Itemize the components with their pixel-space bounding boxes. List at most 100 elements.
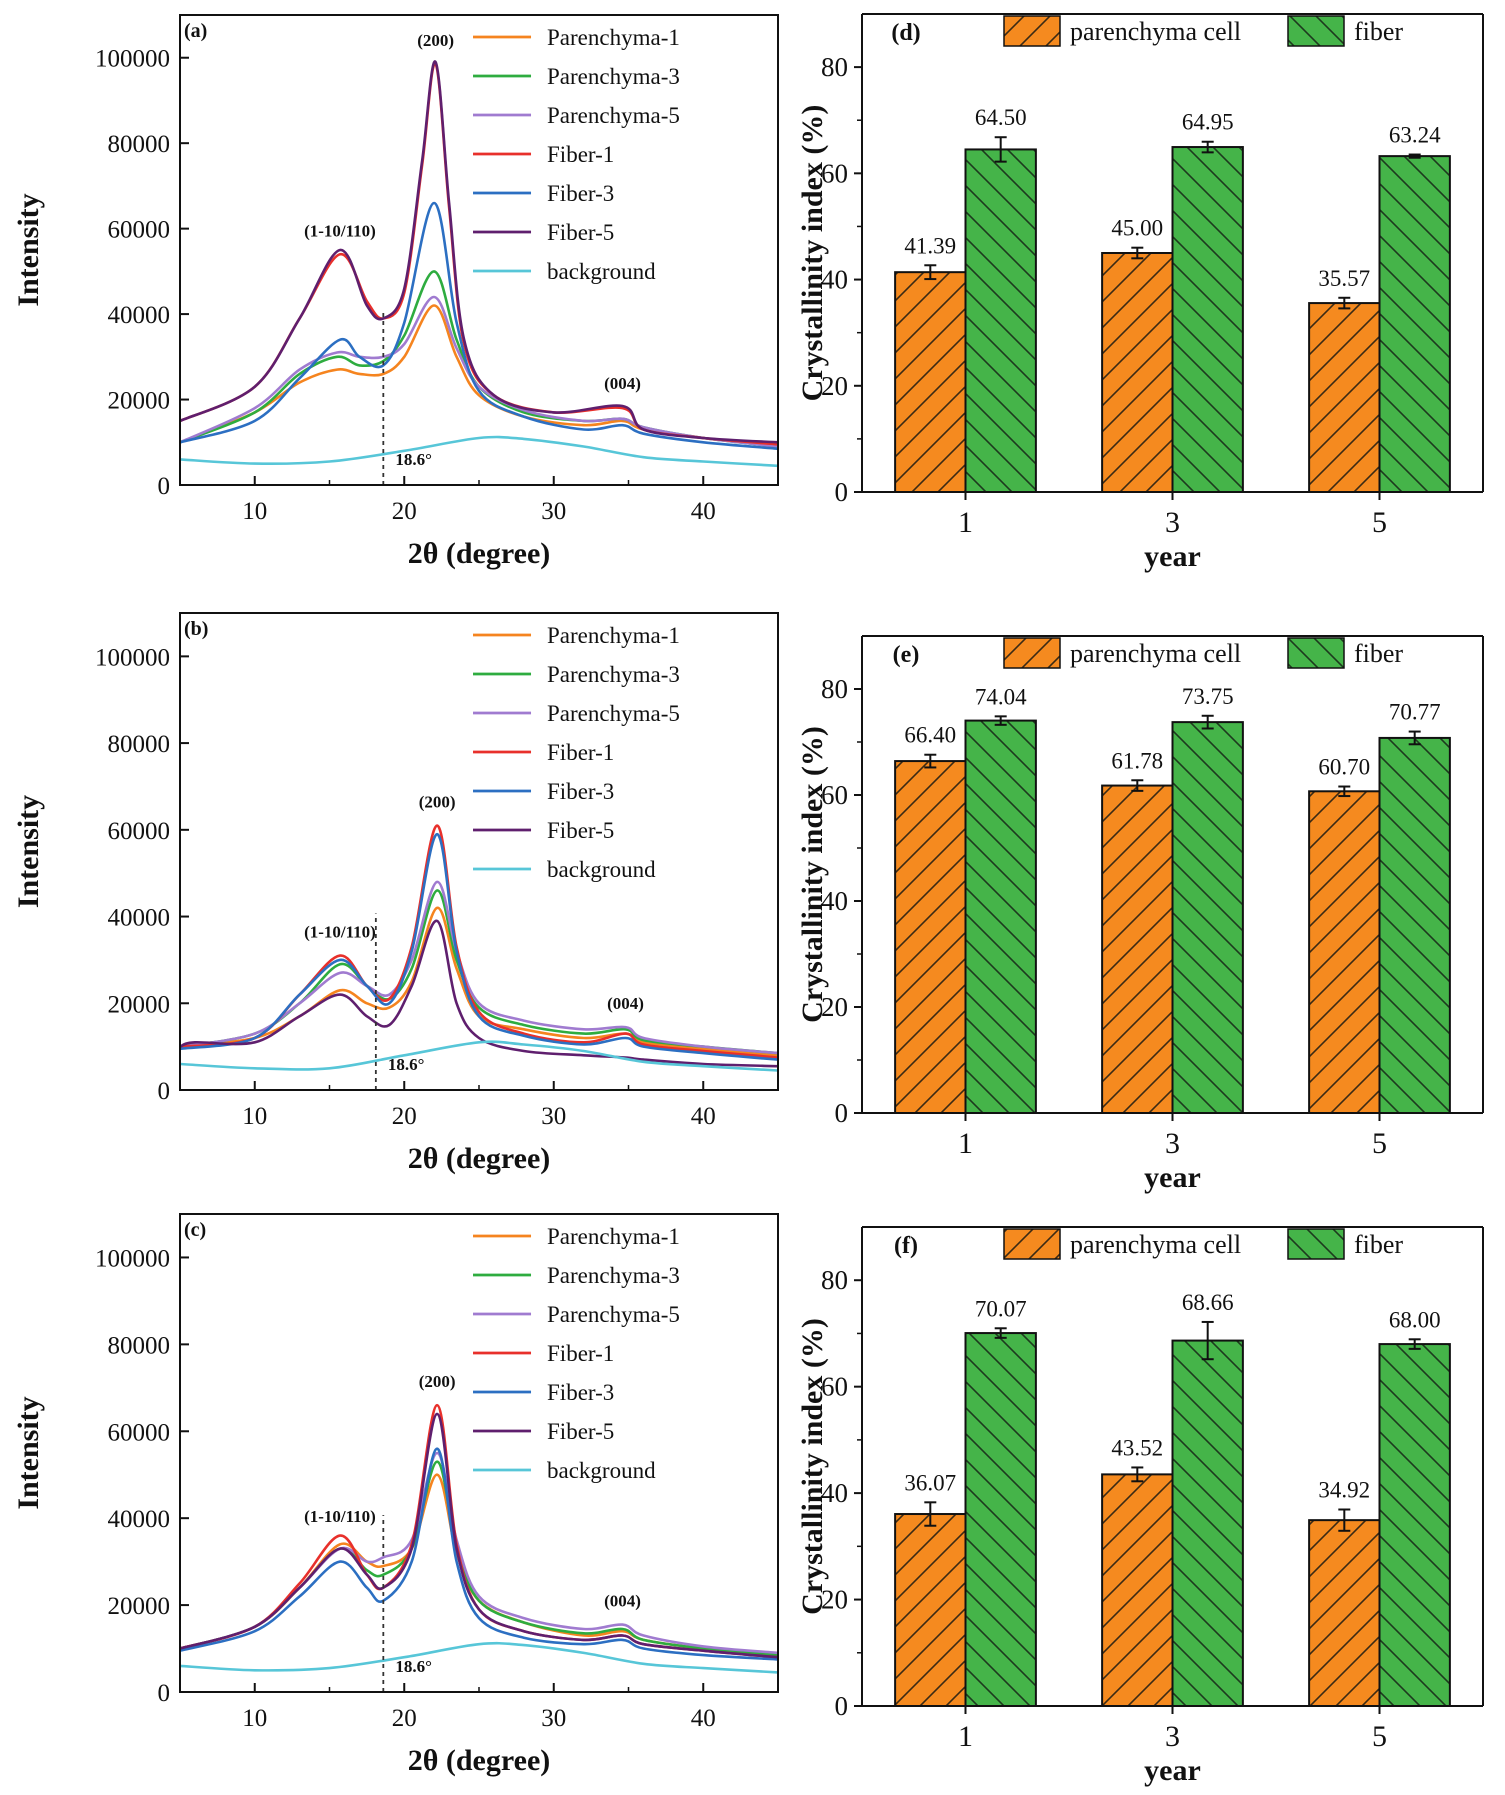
- peak-label: (1-10/110): [304, 1507, 376, 1526]
- y-axis-title: Crystallinity index (%): [796, 726, 829, 1023]
- legend: Parenchyma-1 Parenchyma-3 Parenchyma-5 Fibe…: [473, 1224, 680, 1483]
- series-line-background: [180, 435, 778, 468]
- peak-label: (004): [607, 994, 644, 1013]
- series-line-fiber-5: [180, 919, 778, 1068]
- y-tick-label: 20000: [108, 388, 171, 415]
- legend: Parenchyma-1 Parenchyma-3 Parenchyma-5 Fibe…: [473, 623, 680, 882]
- x-tick-label: 20: [392, 1103, 417, 1130]
- fiber-bar: [1171, 721, 1244, 1114]
- x-tick-label: 10: [242, 498, 267, 525]
- y-axis-title: Intensity: [12, 795, 45, 908]
- y-tick-label: 60000: [108, 217, 171, 244]
- legend-label: Parenchyma-1: [547, 1224, 680, 1249]
- fiber-bar: [1378, 736, 1451, 1114]
- y-tick-label: 0: [835, 477, 849, 507]
- panel-label: (c): [184, 1219, 206, 1241]
- series-line-parenchyma-3: [180, 270, 778, 448]
- peak-label: (1-10/110): [304, 923, 376, 942]
- x-axis-title: 2θ (degree): [408, 537, 551, 570]
- x-tick-label: 3: [1165, 1127, 1180, 1160]
- peak-label: (004): [604, 374, 641, 393]
- y-tick-label: 60: [821, 1372, 848, 1402]
- y-tick-label: 40000: [108, 1506, 171, 1533]
- value-label: 68.66: [1182, 1290, 1234, 1315]
- series-group: [180, 1403, 778, 1674]
- y-tick-label: 20: [821, 371, 848, 401]
- y-tick-label: 100000: [95, 1245, 170, 1272]
- y-tick-label: 60000: [108, 1419, 171, 1446]
- y-tick-label: 20000: [108, 991, 171, 1018]
- xrd-panel-b: 18.6° (1-10/110) (200) (004) 10 20 30 40 0 20000 4…: [12, 612, 779, 1175]
- legend-swatch-parenchyma: [1003, 637, 1061, 669]
- y-axis-title: Crystallinity index (%): [796, 1318, 829, 1615]
- series-line-fiber-5: [180, 1412, 778, 1659]
- reference-angle-label: 18.6°: [388, 1055, 425, 1074]
- value-label: 64.50: [975, 105, 1027, 130]
- series-line-parenchyma-1: [180, 1473, 778, 1657]
- parenchyma-bar: [1308, 302, 1381, 493]
- x-tick-label: 5: [1372, 1127, 1387, 1160]
- fiber-bar: [964, 1332, 1037, 1707]
- plot-frame: [179, 14, 779, 486]
- series-line-parenchyma-1: [180, 304, 778, 448]
- fiber-bar: [1378, 1343, 1451, 1707]
- legend-label: parenchyma cell: [1070, 17, 1241, 46]
- x-tick-label: 1: [958, 1720, 973, 1753]
- value-label: 35.57: [1318, 266, 1370, 291]
- peak-label: (200): [419, 792, 456, 811]
- y-tick-label: 100000: [95, 46, 170, 73]
- plot-frame: [179, 612, 779, 1091]
- reference-angle-label: 18.6°: [395, 450, 432, 469]
- x-tick-label: 30: [541, 498, 566, 525]
- legend: parenchyma cell fiber: [1003, 637, 1403, 669]
- x-axis-title: 2θ (degree): [408, 1142, 551, 1175]
- value-label: 64.95: [1182, 110, 1234, 135]
- x-axis-title: 2θ (degree): [408, 1744, 551, 1777]
- series-line-fiber-3: [180, 201, 778, 450]
- x-tick-label: 30: [541, 1103, 566, 1130]
- legend: parenchyma cell fiber: [1003, 15, 1403, 47]
- x-tick-label: 3: [1165, 1720, 1180, 1753]
- y-tick-label: 0: [835, 1098, 849, 1128]
- legend-label: Fiber-1: [547, 142, 614, 167]
- y-tick-label: 80: [821, 1265, 848, 1295]
- y-tick-label: 40000: [108, 905, 171, 932]
- series-line-fiber-3: [180, 832, 778, 1061]
- x-tick-label: 40: [691, 1103, 716, 1130]
- fiber-bar: [1378, 155, 1451, 493]
- legend-label: Fiber-1: [547, 740, 614, 765]
- panel-label: (a): [184, 20, 207, 42]
- x-tick-label: 10: [242, 1103, 267, 1130]
- y-tick-label: 100000: [95, 644, 170, 671]
- parenchyma-bar: [1101, 784, 1174, 1114]
- y-tick-label: 60: [821, 158, 848, 188]
- peak-label: (1-10/110): [304, 221, 376, 240]
- value-label: 36.07: [904, 1470, 956, 1495]
- series-group: [180, 824, 778, 1072]
- x-tick-label: 30: [541, 1705, 566, 1732]
- series-line-fiber-3: [180, 1447, 778, 1661]
- crystallinity-panel-f: 36.07 70.07 1 43.52 68.66 3 34.92 68.00 5 0 20 40 60…: [796, 1226, 1484, 1787]
- value-label: 63.24: [1389, 123, 1441, 148]
- series-group: [180, 60, 778, 468]
- legend-label: parenchyma cell: [1070, 1230, 1241, 1259]
- x-axis-title: year: [1144, 1754, 1201, 1787]
- x-tick-label: 1: [958, 1127, 973, 1160]
- y-tick-label: 0: [158, 473, 171, 500]
- panel-label: (f): [894, 1233, 918, 1259]
- x-axis-title: year: [1144, 1161, 1201, 1194]
- parenchyma-bar: [1308, 1519, 1381, 1707]
- parenchyma-bar: [1101, 252, 1174, 493]
- x-tick-label: 1: [958, 506, 973, 539]
- parenchyma-bar: [894, 271, 967, 494]
- y-tick-label: 40: [821, 1478, 848, 1508]
- parenchyma-bar: [894, 760, 967, 1115]
- value-label: 60.70: [1318, 755, 1370, 780]
- y-tick-label: 40000: [108, 302, 171, 329]
- x-axis-title: year: [1144, 540, 1201, 573]
- legend-label: fiber: [1354, 1230, 1403, 1259]
- x-tick-label: 20: [392, 498, 417, 525]
- legend-label: Parenchyma-1: [547, 25, 680, 50]
